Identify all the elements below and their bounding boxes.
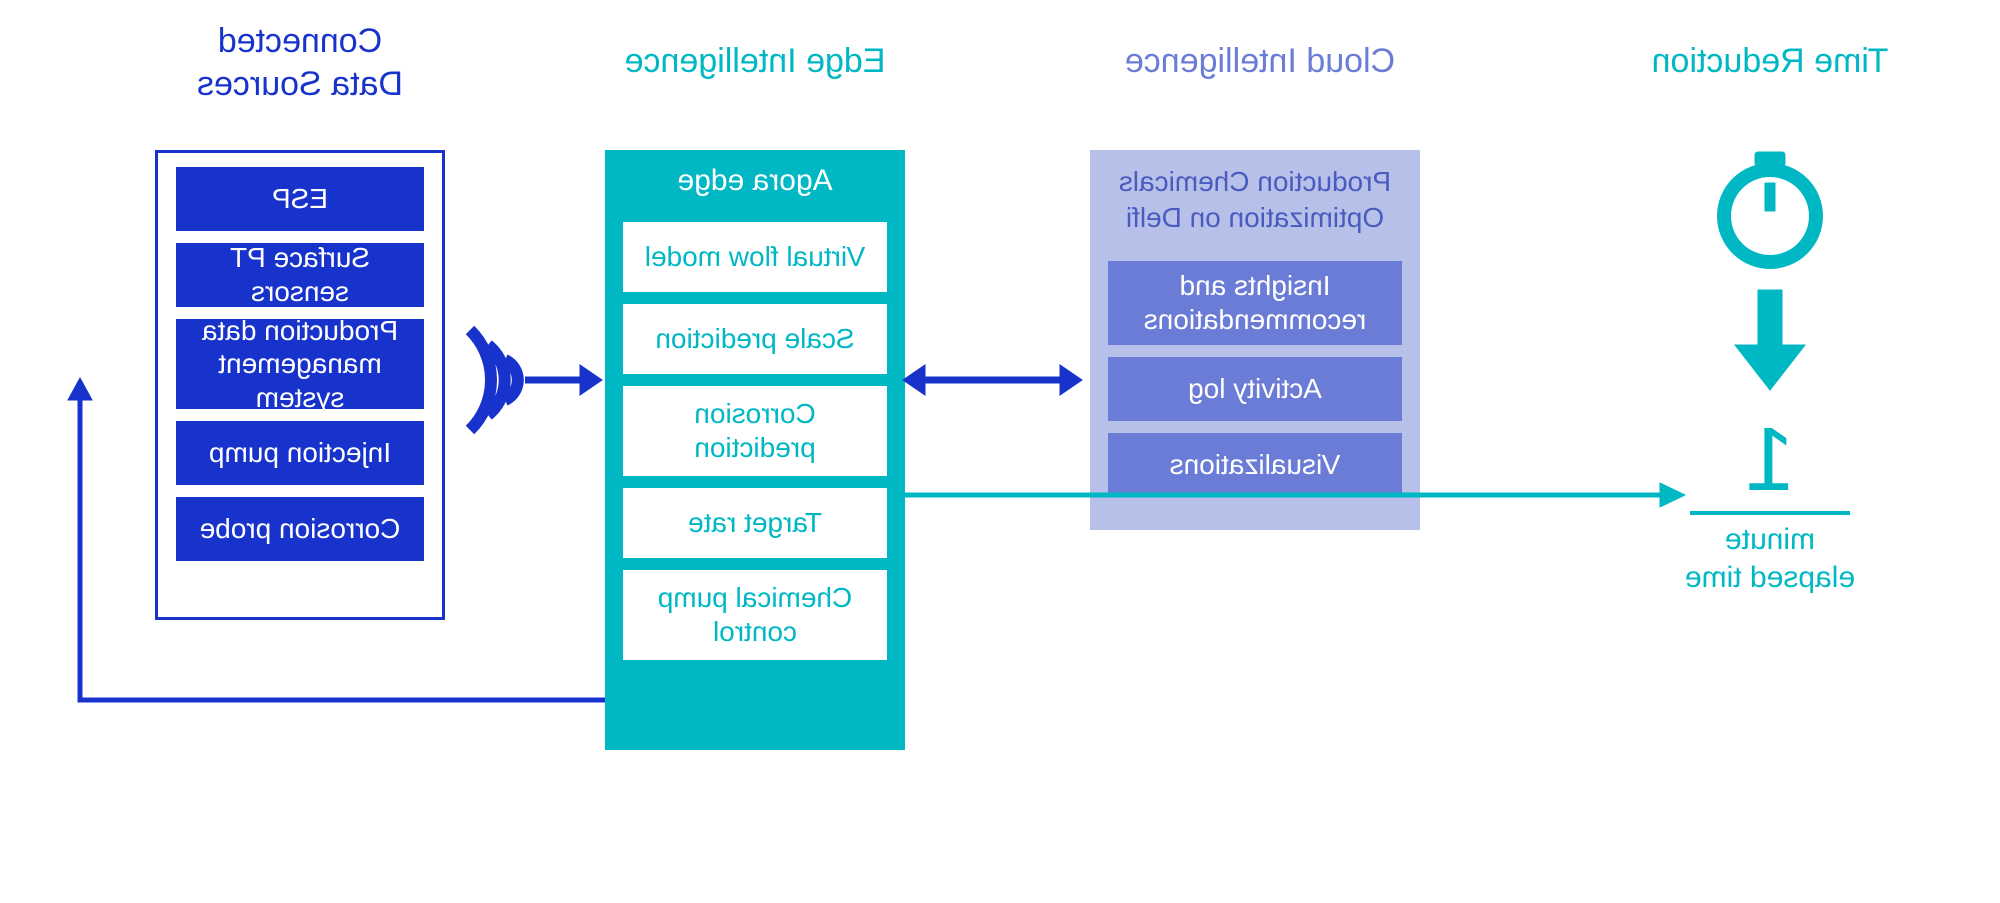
header-connected: Connected Data Sources xyxy=(155,20,445,105)
connected-item-esp: ESP xyxy=(176,167,424,231)
cloud-item-insights: Insights and recommendations xyxy=(1108,261,1402,345)
edge-item-scale: Scale prediction xyxy=(623,304,887,374)
header-connected-l2: Data Sources xyxy=(197,65,403,103)
cloud-item-activity: Activity log xyxy=(1108,357,1402,421)
header-edge: Edge Intelligence xyxy=(595,40,915,83)
time-label: minute elapsed time xyxy=(1660,521,1880,596)
time-label-l2: elapsed time xyxy=(1685,561,1855,594)
header-cloud: Cloud Intelligence xyxy=(1090,40,1430,83)
connected-item-prod-data: Production data management system xyxy=(176,319,424,409)
connected-item-injection: Injection pump xyxy=(176,421,424,485)
edge-item-vfm: Virtual flow model xyxy=(623,222,887,292)
stopwatch-arrow-icon xyxy=(1660,150,1880,410)
time-group: 1 minute elapsed time xyxy=(1660,150,1880,596)
time-value: 1 xyxy=(1660,415,1880,505)
connected-item-corrosion: Corrosion probe xyxy=(176,497,424,561)
cloud-title: Production Chemicals Optimization on Del… xyxy=(1090,150,1420,255)
cloud-item-viz: Visualizations xyxy=(1108,433,1402,497)
edge-box: Agora edge Virtual flow model Scale pred… xyxy=(605,150,905,750)
cloud-box: Production Chemicals Optimization on Del… xyxy=(1090,150,1420,530)
wifi-arrow-icon xyxy=(470,330,602,430)
edge-title: Agora edge xyxy=(605,150,905,216)
edge-item-target: Target rate xyxy=(623,488,887,558)
edge-item-pump: Chemical pump control xyxy=(623,570,887,660)
header-time: Time Reduction xyxy=(1620,40,1920,83)
connected-item-sensors: Surface PT sensors xyxy=(176,243,424,307)
double-arrow-icon xyxy=(903,365,1082,395)
edge-item-corrosion: Corrosion prediction xyxy=(623,386,887,476)
connected-box: ESP Surface PT sensors Production data m… xyxy=(155,150,445,620)
time-label-l1: minute xyxy=(1725,523,1815,556)
header-connected-l1: Connected xyxy=(218,22,382,60)
time-rule xyxy=(1690,511,1850,515)
